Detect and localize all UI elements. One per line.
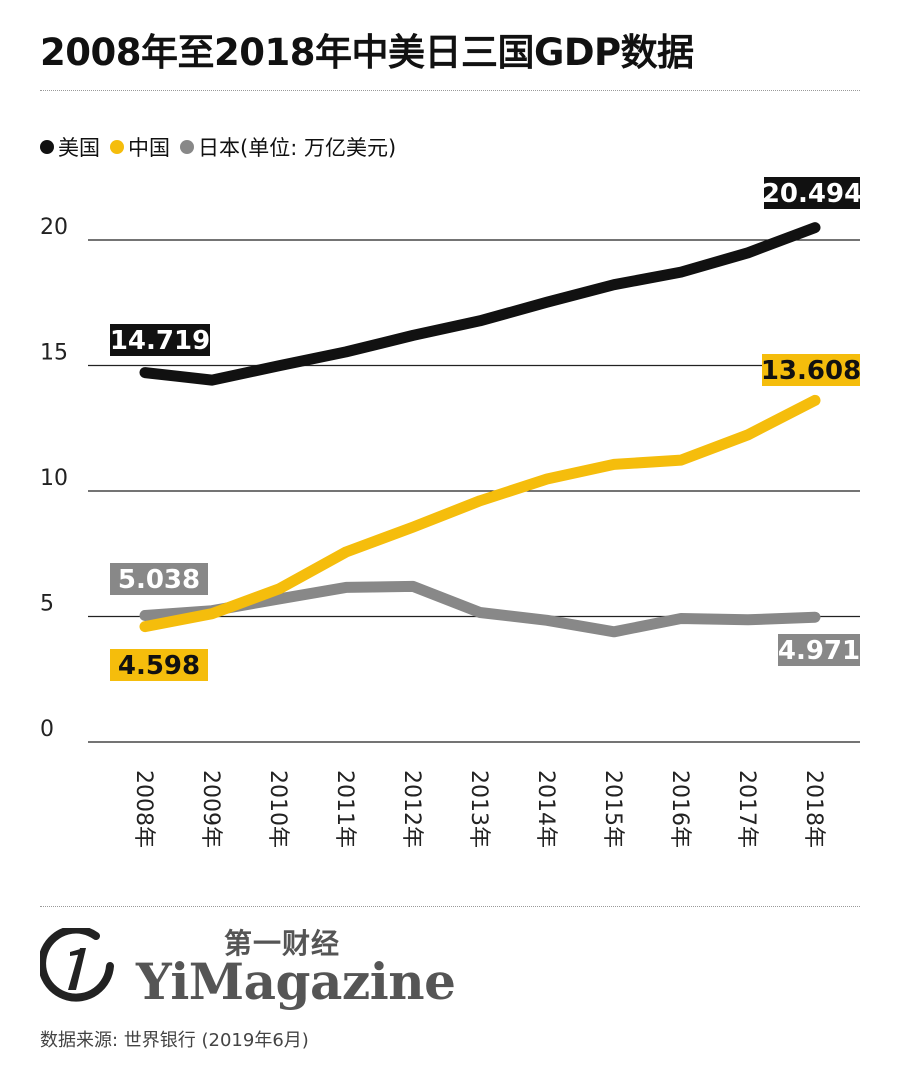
legend-item-usa: 美国 <box>40 132 110 162</box>
x-tick-label-group: 2015年 <box>600 770 625 848</box>
x-tick-label: 2018年 <box>801 770 826 848</box>
y-tick-label-0: 0 <box>40 717 54 742</box>
x-tick-label-group: 2018年 <box>801 770 826 848</box>
data-label-usa-2018-bg <box>764 177 860 209</box>
data-label-japan-2018: 4.971 <box>778 636 860 666</box>
x-tick-label-group: 2011年 <box>332 770 357 848</box>
x-tick-label: 2012年 <box>399 770 424 848</box>
legend: 美国 中国 日本 (单位: 万亿美元) <box>40 132 396 162</box>
legend-dot-japan <box>180 140 194 154</box>
x-tick-label: 2010年 <box>265 770 290 848</box>
x-tick-label-group: 2010年 <box>265 770 290 848</box>
y-tick-label-20: 20 <box>40 215 68 240</box>
data-source: 数据来源: 世界银行 (2019年6月) <box>40 1030 309 1051</box>
y-tick-label-15: 15 <box>40 341 68 366</box>
data-label-china-2018: 13.608 <box>761 356 861 386</box>
x-tick-label-group: 2008年 <box>131 770 156 848</box>
x-tick-label: 2016年 <box>667 770 692 848</box>
x-tick-label: 2014年 <box>533 770 558 848</box>
data-label-japan-2008: 5.038 <box>118 565 200 595</box>
x-tick-label: 2008年 <box>131 770 156 848</box>
bottom-divider <box>40 906 860 907</box>
legend-dot-usa <box>40 140 54 154</box>
data-label-china-2018-bg <box>762 354 860 386</box>
legend-label-japan: 日本 <box>198 136 240 160</box>
x-tick-label-group: 2012年 <box>399 770 424 848</box>
logo-english-text: YiMagazine <box>136 952 456 1011</box>
top-divider <box>40 90 860 91</box>
logo-chinese-text: 第一财经 <box>224 927 341 960</box>
logo-mark-icon <box>40 928 114 1002</box>
unit-note: (单位: 万亿美元) <box>240 136 397 160</box>
data-label-japan-2008-bg <box>110 563 208 595</box>
legend-item-china: 中国 <box>110 132 180 162</box>
y-tick-label-10: 10 <box>40 466 68 491</box>
x-tick-label: 2015年 <box>600 770 625 848</box>
data-label-china-2008: 4.598 <box>118 651 200 681</box>
x-tick-label-group: 2014年 <box>533 770 558 848</box>
x-tick-label-group: 2013年 <box>466 770 491 848</box>
x-tick-label-group: 2017年 <box>734 770 759 848</box>
series-line-china <box>139 394 821 633</box>
series-line-japan <box>139 580 821 638</box>
chart-title: 2008年至2018年中美日三国GDP数据 <box>40 31 694 74</box>
legend-label-usa: 美国 <box>58 136 100 160</box>
x-tick-label-group: 2009年 <box>198 770 223 848</box>
yimagazine-logo: 第一财经 YiMagazine <box>40 922 460 1012</box>
x-tick-label: 2011年 <box>332 770 357 848</box>
line-chart: 0 5 10 15 20 2008年 2009年 2010年 2011年 2012年 2013年 20… <box>40 177 862 848</box>
series-line-usa <box>139 222 821 386</box>
data-label-usa-2018: 20.494 <box>762 179 862 209</box>
legend-label-china: 中国 <box>128 136 170 160</box>
x-tick-label-group: 2016年 <box>667 770 692 848</box>
legend-dot-china <box>110 140 124 154</box>
x-tick-label: 2009年 <box>198 770 223 848</box>
x-tick-label: 2013年 <box>466 770 491 848</box>
data-label-china-2008-bg <box>110 649 208 681</box>
data-label-usa-2008-bg <box>110 324 210 356</box>
legend-item-japan: 日本 <box>180 132 240 162</box>
y-tick-label-5: 5 <box>40 592 54 617</box>
data-label-japan-2018-bg <box>778 634 860 666</box>
x-tick-label: 2017年 <box>734 770 759 848</box>
data-label-usa-2008: 14.719 <box>110 326 210 356</box>
